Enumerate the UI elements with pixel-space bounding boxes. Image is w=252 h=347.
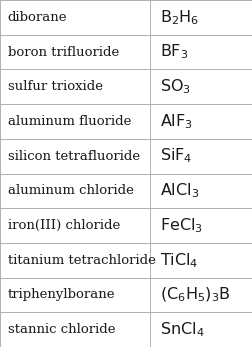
Text: $\mathrm{(C_6H_5)_3B}$: $\mathrm{(C_6H_5)_3B}$	[160, 286, 231, 304]
Text: $\mathrm{SiF_4}$: $\mathrm{SiF_4}$	[160, 147, 193, 166]
Text: $\mathrm{B_2H_6}$: $\mathrm{B_2H_6}$	[160, 8, 199, 27]
Text: $\mathrm{SO_3}$: $\mathrm{SO_3}$	[160, 77, 191, 96]
Text: $\mathrm{AlCl_3}$: $\mathrm{AlCl_3}$	[160, 181, 199, 200]
Text: iron(III) chloride: iron(III) chloride	[8, 219, 120, 232]
Text: triphenylborane: triphenylborane	[8, 288, 115, 302]
Text: silicon tetrafluoride: silicon tetrafluoride	[8, 150, 140, 163]
Text: titanium tetrachloride: titanium tetrachloride	[8, 254, 155, 267]
Text: sulfur trioxide: sulfur trioxide	[8, 80, 103, 93]
Text: $\mathrm{AlF_3}$: $\mathrm{AlF_3}$	[160, 112, 193, 131]
Text: aluminum chloride: aluminum chloride	[8, 184, 134, 197]
Text: diborane: diborane	[8, 11, 67, 24]
Text: aluminum fluoride: aluminum fluoride	[8, 115, 131, 128]
Text: $\mathrm{TiCl_4}$: $\mathrm{TiCl_4}$	[160, 251, 199, 270]
Text: $\mathrm{FeCl_3}$: $\mathrm{FeCl_3}$	[160, 216, 203, 235]
Text: $\mathrm{BF_3}$: $\mathrm{BF_3}$	[160, 43, 188, 61]
Text: stannic chloride: stannic chloride	[8, 323, 115, 336]
Text: boron trifluoride: boron trifluoride	[8, 45, 119, 59]
Text: $\mathrm{SnCl_4}$: $\mathrm{SnCl_4}$	[160, 320, 205, 339]
